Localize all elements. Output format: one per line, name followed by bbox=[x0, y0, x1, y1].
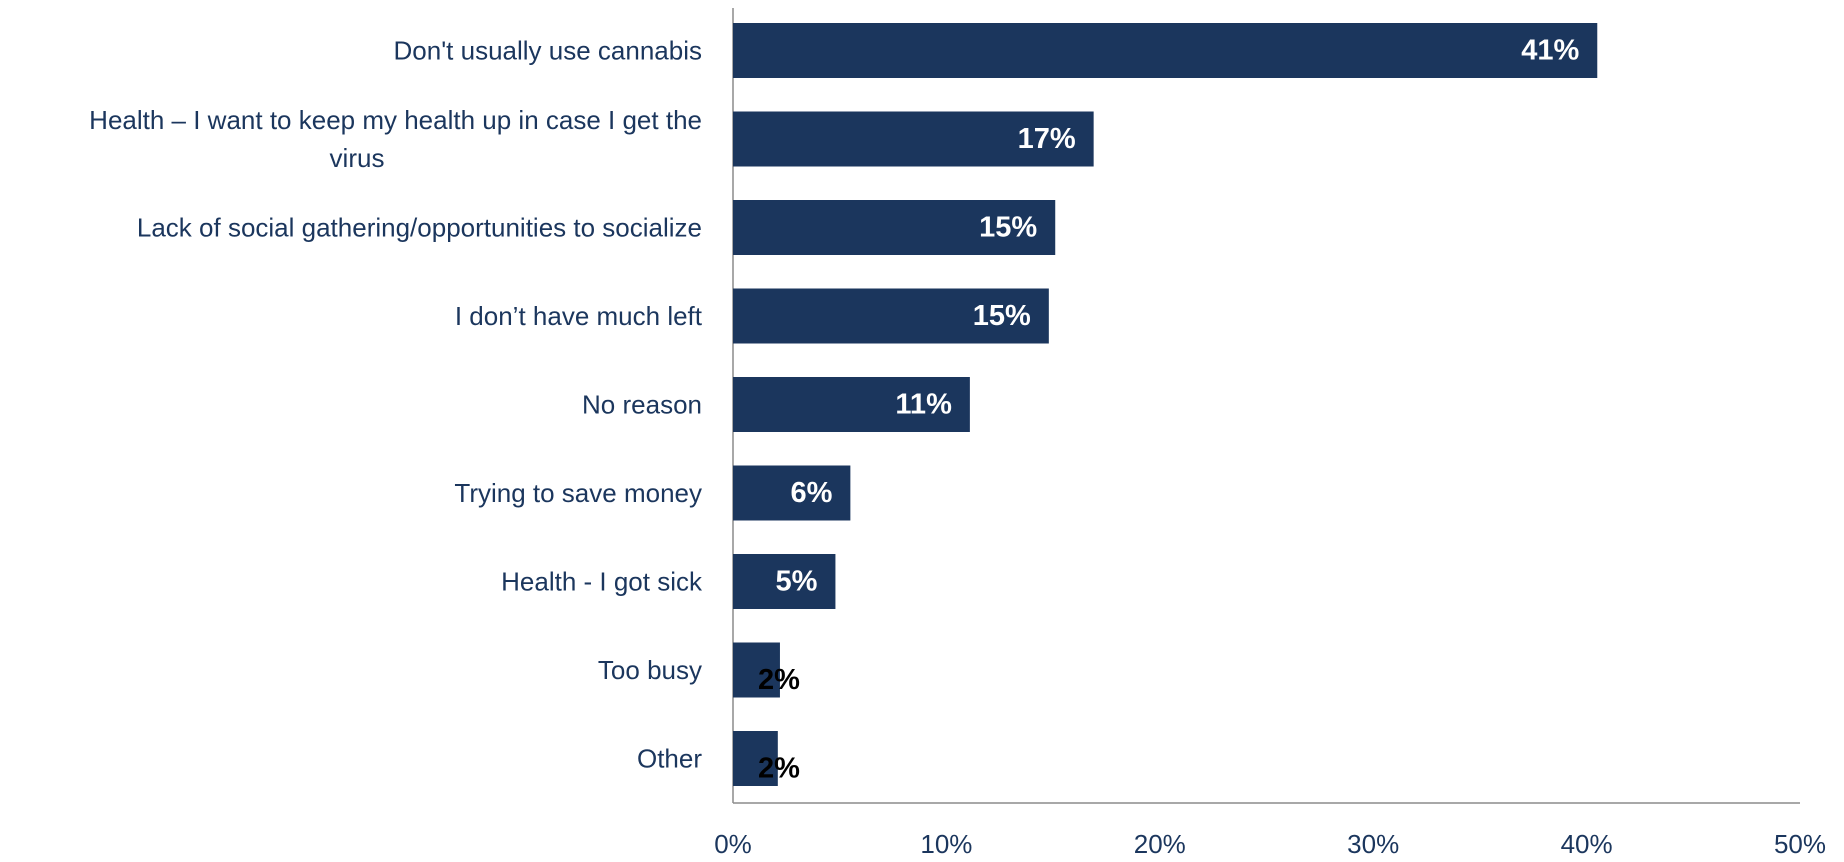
bar bbox=[733, 200, 1056, 255]
category-label: Too busy bbox=[598, 655, 702, 685]
category-label: virus bbox=[330, 143, 385, 173]
bar bbox=[733, 288, 1049, 344]
data-label: 15% bbox=[979, 212, 1037, 244]
bar bbox=[733, 23, 1598, 78]
category-label: No reason bbox=[582, 390, 702, 420]
data-label: 11% bbox=[895, 389, 952, 421]
data-label: 17% bbox=[1018, 123, 1076, 155]
x-tick-label: 40% bbox=[1561, 829, 1613, 857]
bar bbox=[733, 554, 836, 609]
data-label: 41% bbox=[1521, 35, 1579, 67]
bar bbox=[733, 731, 778, 786]
x-tick-label: 20% bbox=[1134, 829, 1186, 857]
data-label: 2% bbox=[758, 664, 800, 696]
bar bbox=[733, 642, 780, 698]
x-tick-label: 0% bbox=[714, 829, 752, 857]
category-label: I don’t have much left bbox=[455, 301, 703, 331]
bar bbox=[733, 465, 851, 521]
category-label: Don't usually use cannabis bbox=[394, 36, 702, 66]
category-label: Health – I want to keep my health up in … bbox=[89, 105, 702, 135]
category-label: Health - I got sick bbox=[501, 567, 703, 597]
x-tick-label: 10% bbox=[920, 829, 972, 857]
x-tick-label: 30% bbox=[1347, 829, 1399, 857]
category-label: Other bbox=[637, 744, 702, 774]
data-label: 6% bbox=[790, 477, 832, 509]
bar bbox=[733, 111, 1094, 167]
category-label: Lack of social gathering/opportunities t… bbox=[137, 213, 702, 243]
data-label: 2% bbox=[758, 753, 800, 785]
data-label: 15% bbox=[973, 300, 1031, 332]
category-label: Trying to save money bbox=[454, 478, 702, 508]
data-label: 5% bbox=[776, 566, 818, 598]
x-tick-label: 50% bbox=[1774, 829, 1826, 857]
bar bbox=[733, 377, 970, 432]
